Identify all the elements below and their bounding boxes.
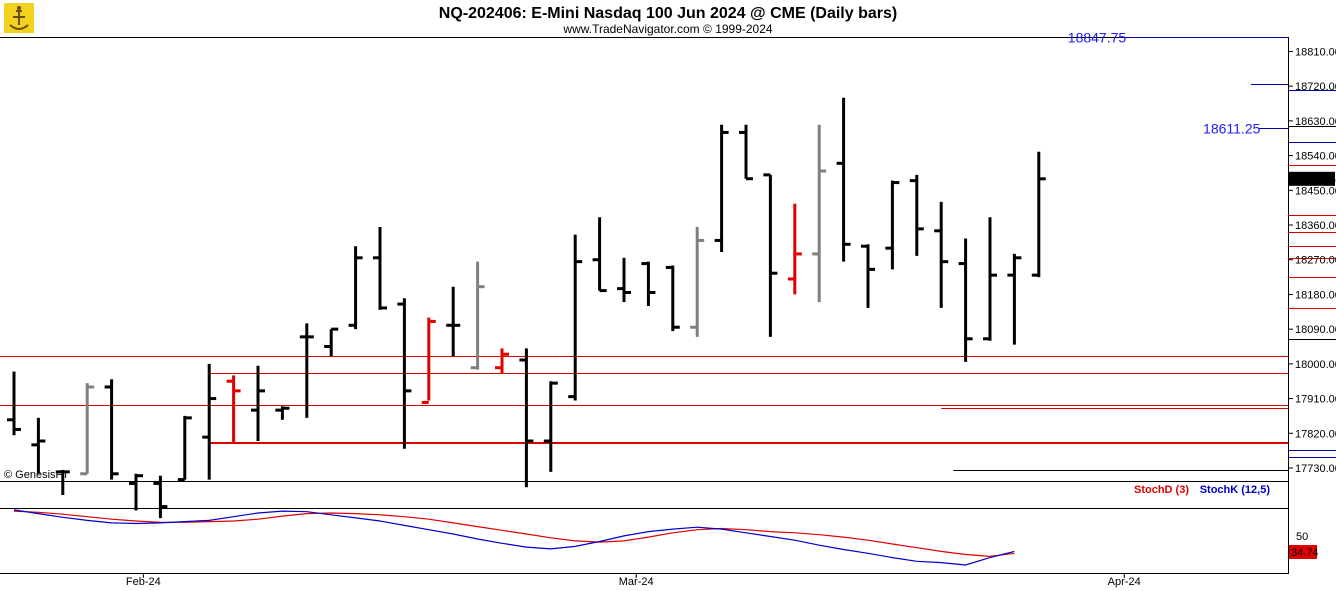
last-price-text: 18479.75 bbox=[1290, 174, 1336, 186]
date-tick-label: Mar-24 bbox=[619, 576, 654, 588]
price-tick-label: 17820.00 bbox=[1295, 428, 1336, 440]
stochastic-panel bbox=[13, 509, 1015, 566]
level-label: 18611.25 bbox=[1203, 121, 1261, 137]
indicator-tick-50: 50 bbox=[1296, 531, 1308, 543]
price-tick-label: 17910.00 bbox=[1295, 394, 1336, 406]
levels-layer: 18847.7518726.7518708.7518611.2518616.00… bbox=[0, 30, 1336, 471]
stochk-label: StochK (12,5) bbox=[1200, 484, 1271, 496]
price-tick-label: 18540.00 bbox=[1295, 151, 1336, 163]
price-tick-label: 18720.00 bbox=[1295, 81, 1336, 93]
last-price-badge: 18479.75 bbox=[1289, 171, 1336, 186]
price-tick-label: 18450.00 bbox=[1295, 185, 1336, 197]
price-tick-label: 18630.00 bbox=[1295, 116, 1336, 128]
date-tick-label: Feb-24 bbox=[126, 576, 161, 588]
price-axis: 17730.00 17820.00 17910.00 18000.00 18090.00… bbox=[1288, 46, 1336, 475]
chart-subtitle: www.TradeNavigator.com © 1999-2024 bbox=[562, 22, 772, 36]
price-tick-label: 18360.00 bbox=[1295, 220, 1336, 232]
bars-layer bbox=[7, 97, 1046, 519]
copyright-label: © GenesisFT bbox=[4, 469, 69, 481]
indicator-value-text: 34.74 bbox=[1291, 547, 1319, 559]
frame bbox=[0, 0, 1336, 574]
date-tick-label: Apr-24 bbox=[1108, 576, 1141, 588]
price-tick-label: 18090.00 bbox=[1295, 324, 1336, 336]
genesis-logo bbox=[4, 3, 34, 33]
price-tick-label: 18000.00 bbox=[1295, 359, 1336, 371]
stochd-label: StochD (3) bbox=[1134, 484, 1189, 496]
price-tick-label: 18180.00 bbox=[1295, 289, 1336, 301]
chart-title: NQ-202406: E-Mini Nasdaq 100 Jun 2024 @ … bbox=[439, 5, 897, 22]
level-label: 18847.75 bbox=[1068, 30, 1127, 46]
date-axis: Feb-24 Mar-24 Apr-24 bbox=[126, 574, 1141, 588]
stochk-line bbox=[13, 509, 1015, 566]
indicator-value-badge: 34.74 bbox=[1289, 545, 1319, 559]
price-tick-label: 18810.00 bbox=[1295, 46, 1336, 58]
price-tick-label: 17730.00 bbox=[1295, 463, 1336, 475]
stochd-line bbox=[13, 510, 1015, 558]
header-background bbox=[0, 0, 1336, 37]
price-tick-label: 18270.00 bbox=[1295, 255, 1336, 267]
